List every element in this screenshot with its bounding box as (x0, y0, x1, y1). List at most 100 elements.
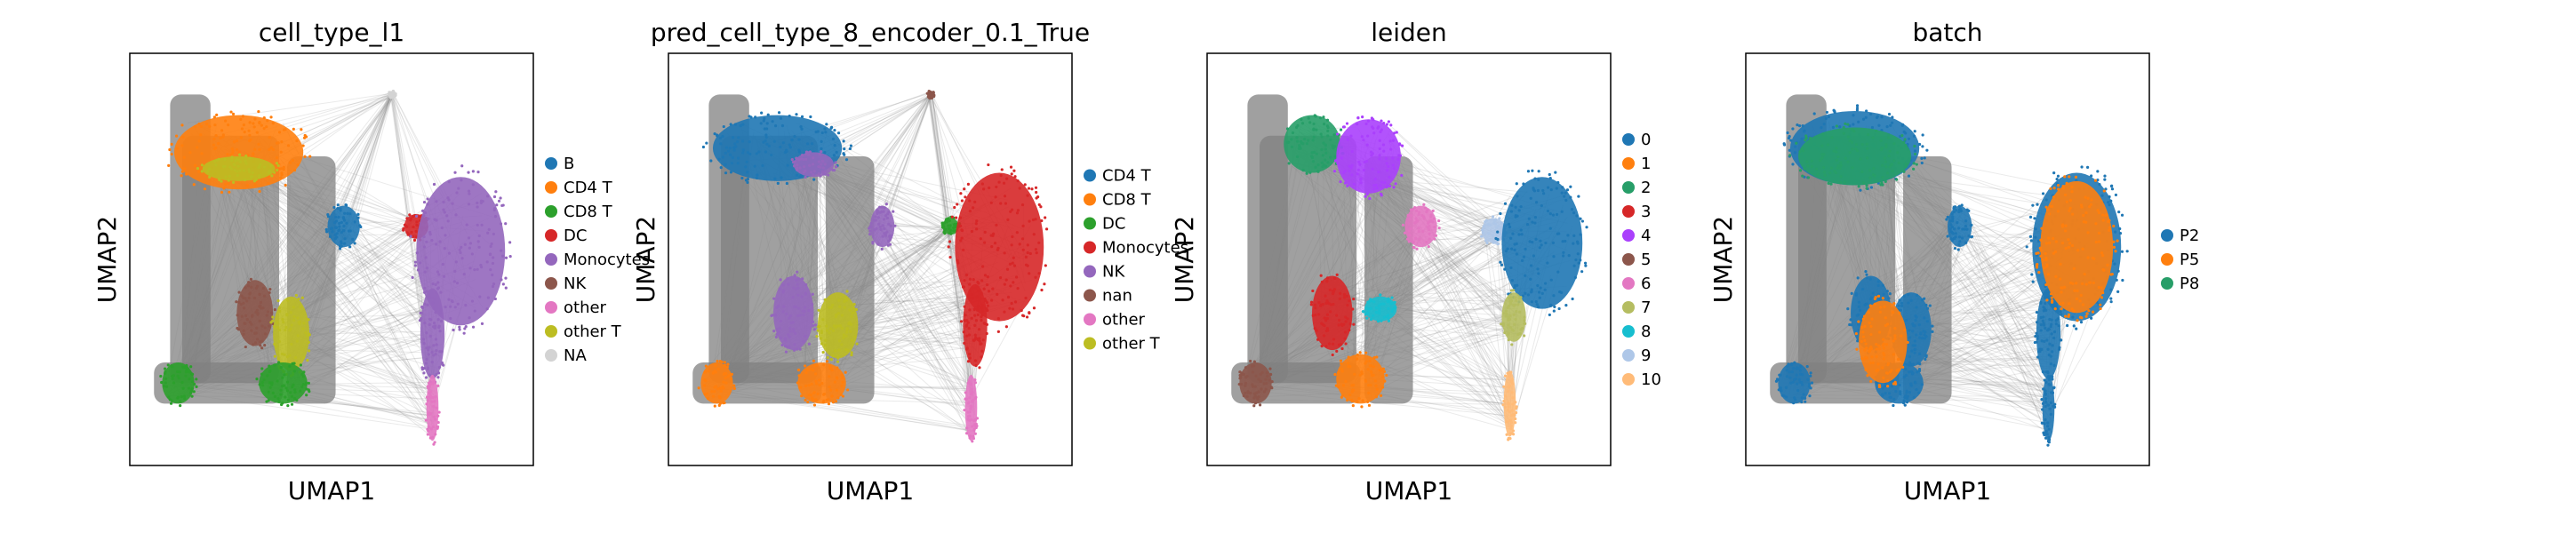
point (1510, 382, 1515, 386)
point (1365, 143, 1369, 147)
point (259, 163, 262, 166)
point (1319, 132, 1323, 136)
point (427, 399, 430, 402)
point (980, 182, 984, 186)
point (889, 224, 892, 227)
point (763, 127, 766, 131)
point (1507, 222, 1511, 226)
edge-line (1336, 227, 1500, 309)
point (242, 329, 245, 332)
point (278, 328, 282, 332)
point (328, 235, 332, 238)
point (1361, 399, 1364, 402)
point (1579, 233, 1582, 236)
point (307, 318, 310, 322)
point (1484, 220, 1487, 224)
point (948, 219, 951, 222)
point (1521, 294, 1524, 298)
legend-label: 0 (1641, 131, 1651, 149)
point (828, 306, 831, 309)
point (258, 319, 261, 323)
point (1342, 292, 1347, 297)
point (236, 164, 240, 168)
point (2048, 407, 2052, 410)
edge-line (258, 138, 430, 425)
point (1491, 234, 1494, 237)
point (2042, 315, 2045, 319)
point (1505, 433, 1508, 436)
point (1026, 264, 1029, 267)
point (706, 397, 710, 401)
point (269, 146, 273, 149)
point (746, 180, 749, 184)
point (722, 380, 725, 384)
point (806, 368, 810, 371)
point (1335, 273, 1339, 276)
point (757, 150, 761, 154)
point (979, 237, 982, 241)
point (217, 157, 220, 161)
point (1320, 280, 1324, 284)
point (974, 336, 978, 339)
point (253, 183, 257, 187)
point (268, 287, 272, 291)
point (1560, 191, 1564, 195)
point (500, 249, 503, 252)
point (1503, 202, 1508, 205)
point (1523, 322, 1526, 325)
point (1383, 180, 1387, 185)
point (449, 316, 452, 321)
point (1957, 235, 1962, 239)
point (193, 163, 197, 167)
point (1003, 310, 1006, 314)
point (1258, 403, 1262, 407)
point (812, 173, 815, 177)
point (1431, 209, 1435, 212)
point (340, 244, 343, 248)
point (1024, 296, 1028, 300)
point (1513, 413, 1516, 417)
point (814, 398, 818, 402)
edge-line (931, 95, 952, 232)
point (746, 178, 749, 181)
point (2047, 435, 2051, 439)
point (1921, 145, 1924, 148)
point (2108, 203, 2111, 207)
point (1508, 418, 1512, 423)
point (1252, 396, 1256, 400)
point (2053, 402, 2057, 406)
point (1584, 264, 1588, 267)
point (776, 181, 780, 185)
edge-line (345, 234, 434, 425)
point (1314, 313, 1317, 317)
point (1512, 303, 1516, 306)
point (2118, 227, 2122, 231)
point (325, 230, 329, 234)
point (713, 390, 716, 394)
point (823, 170, 827, 173)
point (463, 243, 467, 246)
cluster-body (426, 374, 439, 442)
point (850, 353, 853, 357)
point (1010, 301, 1013, 306)
point (1366, 368, 1370, 371)
legend-marker (545, 277, 557, 290)
point (761, 163, 764, 168)
point (793, 343, 796, 346)
point (1583, 261, 1588, 265)
point (823, 151, 827, 155)
point (1507, 331, 1510, 335)
point (1952, 207, 1956, 211)
point (790, 138, 794, 142)
edge-line (2049, 306, 2111, 414)
point (840, 314, 844, 317)
point (1307, 116, 1310, 120)
point (271, 147, 276, 152)
point (426, 197, 429, 201)
point (1965, 208, 1969, 211)
point (883, 227, 886, 231)
edge-bundle (1364, 156, 1413, 404)
point (1540, 291, 1544, 295)
point (848, 147, 852, 151)
point (795, 287, 798, 290)
